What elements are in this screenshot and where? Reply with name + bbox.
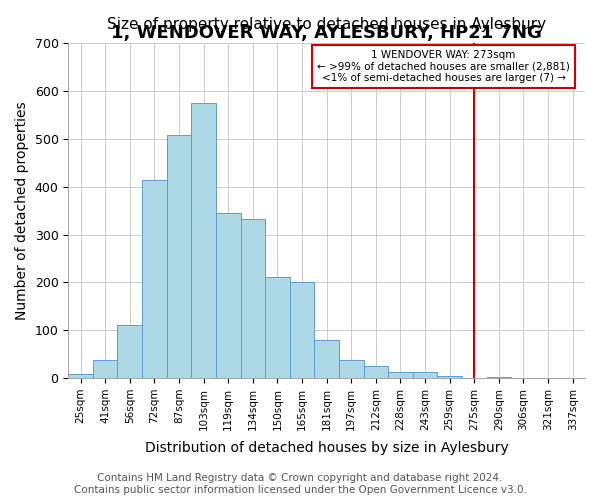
Bar	[487, 377, 511, 378]
Bar	[314, 340, 339, 378]
Bar	[68, 374, 93, 378]
Text: 1 WENDOVER WAY: 273sqm
← >99% of detached houses are smaller (2,881)
<1% of semi: 1 WENDOVER WAY: 273sqm ← >99% of detache…	[317, 50, 570, 83]
Bar	[437, 376, 462, 378]
Bar	[290, 282, 314, 378]
Bar	[191, 102, 216, 378]
Y-axis label: Number of detached properties: Number of detached properties	[15, 102, 29, 320]
Bar	[413, 372, 437, 378]
Bar	[265, 276, 290, 378]
X-axis label: Distribution of detached houses by size in Aylesbury: Distribution of detached houses by size …	[145, 441, 509, 455]
Text: Size of property relative to detached houses in Aylesbury: Size of property relative to detached ho…	[107, 17, 546, 32]
Title: 1, WENDOVER WAY, AYLESBURY, HP21 7NG: 1, WENDOVER WAY, AYLESBURY, HP21 7NG	[111, 24, 542, 42]
Bar	[339, 360, 364, 378]
Bar	[388, 372, 413, 378]
Bar	[142, 180, 167, 378]
Text: Contains HM Land Registry data © Crown copyright and database right 2024.
Contai: Contains HM Land Registry data © Crown c…	[74, 474, 526, 495]
Bar	[364, 366, 388, 378]
Bar	[241, 219, 265, 378]
Bar	[216, 213, 241, 378]
Bar	[93, 360, 118, 378]
Bar	[167, 135, 191, 378]
Bar	[118, 324, 142, 378]
